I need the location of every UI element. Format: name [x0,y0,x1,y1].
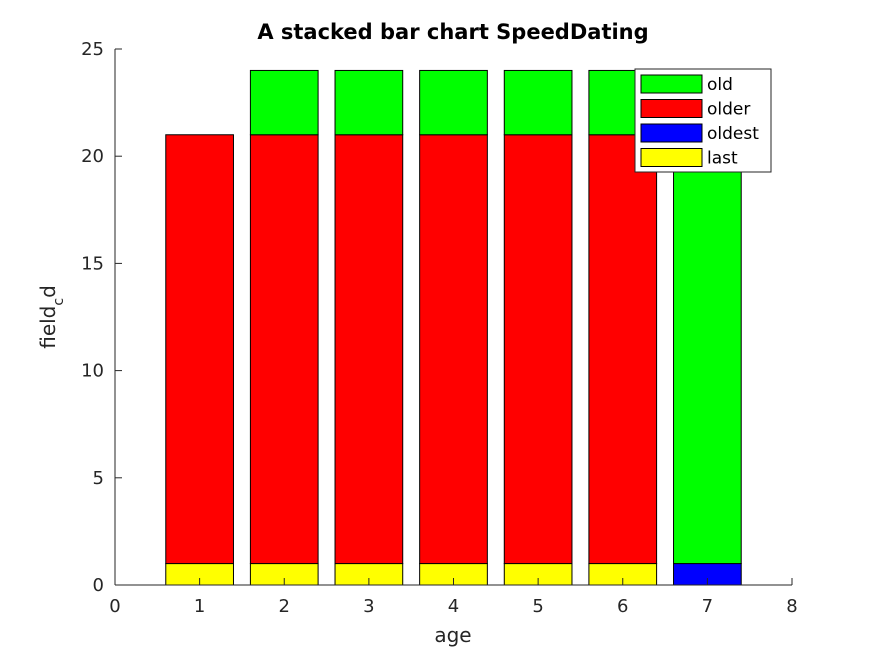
bar-segment-old-4 [419,69,488,136]
y-tick-label: 0 [93,575,104,596]
y-axis-label-suffix: d [36,285,60,298]
axes-layer: 0 1 2 3 4 5 6 7 8 0 5 10 15 20 25 [81,39,798,617]
bar-segment-older-5 [503,134,573,565]
bar-segment-older-1 [165,134,234,565]
x-tick-label: 0 [109,596,120,617]
y-tick-label: 20 [81,146,104,167]
bars-layer [165,69,742,586]
y-tick-label: 15 [81,253,104,274]
bar-segment-old-3 [334,69,404,136]
y-axis-label-subscript: c [51,298,67,306]
x-tick-label: 6 [617,596,628,617]
bar-segment-older-4 [419,134,488,565]
chart-title: A stacked bar chart SpeedDating [257,20,648,44]
x-tick-label: 7 [702,596,713,617]
y-tick-label: 5 [93,468,104,489]
y-axis-label: fieldcd [36,285,67,349]
bar-segment-older-6 [588,134,658,565]
x-tick-label: 5 [532,596,543,617]
legend-label-last: last [707,149,738,169]
legend-label-oldest: oldest [707,124,759,144]
legend: old older oldest last [634,68,772,173]
y-tick-label: 10 [81,361,104,382]
x-axis-label: age [434,623,471,647]
legend-swatch-last [640,148,703,167]
bar-segment-older-2 [249,134,319,565]
y-axis-label-base: field [36,306,60,349]
x-tick-label: 1 [194,596,205,617]
x-tick-label: 2 [279,596,290,617]
bar-segment-older-3 [334,134,404,565]
legend-label-older: older [707,100,750,120]
legend-swatch-old [640,74,703,94]
x-tick-label: 3 [363,596,374,617]
bar-segment-old-5 [503,69,573,136]
x-tick-label: 8 [786,596,797,617]
y-tick-label: 25 [81,39,104,60]
legend-label-old: old [707,75,733,95]
legend-swatch-older [640,99,703,118]
bar-segment-old-2 [249,69,319,136]
legend-swatch-oldest [640,123,703,143]
x-tick-label: 4 [448,596,459,617]
